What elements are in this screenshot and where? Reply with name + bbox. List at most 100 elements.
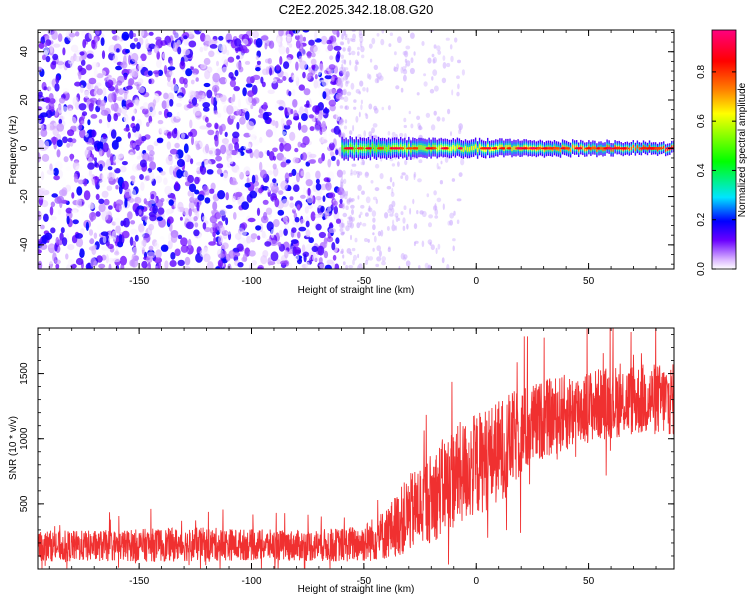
heatmap-cell bbox=[202, 102, 211, 108]
heatmap-cell bbox=[114, 84, 119, 92]
heatmap-cell bbox=[285, 221, 289, 230]
heatmap-cell bbox=[143, 170, 150, 176]
heatmap-cell bbox=[80, 59, 86, 66]
heatmap-cell bbox=[371, 210, 377, 217]
heatmap-cell bbox=[168, 199, 174, 206]
heatmap-cell bbox=[88, 30, 93, 39]
heatmap-cell bbox=[351, 163, 357, 167]
heatmap-cell bbox=[286, 119, 292, 126]
heatmap-cell bbox=[47, 244, 55, 248]
heatmap-cell bbox=[328, 132, 335, 138]
heatmap-cell bbox=[328, 142, 335, 151]
heatmap-cell bbox=[138, 223, 145, 233]
heatmap-cell bbox=[349, 143, 351, 150]
heatmap-cell bbox=[263, 111, 269, 121]
colorbar-tick-label: 0.0 bbox=[696, 262, 707, 276]
heatmap-cell bbox=[125, 49, 130, 54]
heatmap-cell bbox=[331, 261, 336, 269]
heatmap-cell bbox=[236, 121, 240, 130]
heatmap-cell bbox=[453, 210, 456, 216]
heatmap-cell bbox=[381, 106, 385, 111]
heatmap-cell bbox=[272, 178, 277, 184]
heatmap-cell bbox=[432, 147, 437, 150]
heatmap-cell bbox=[353, 254, 357, 261]
heatmap-cell bbox=[371, 143, 374, 149]
heatmap-cell bbox=[40, 36, 46, 45]
heatmap-cell bbox=[648, 145, 651, 149]
heatmap-cell bbox=[344, 105, 350, 110]
heatmap-cell bbox=[596, 148, 598, 152]
heatmap-cell bbox=[419, 210, 424, 215]
heatmap-cell bbox=[423, 81, 428, 87]
heatmap-cell bbox=[426, 193, 430, 198]
heatmap-cell bbox=[343, 125, 348, 130]
heatmap-cell bbox=[376, 245, 382, 252]
heatmap-cell bbox=[277, 209, 285, 216]
heatmap-cell bbox=[391, 224, 396, 232]
heatmap-cell bbox=[403, 205, 407, 210]
heatmap-cell bbox=[457, 147, 464, 150]
heatmap-cell bbox=[368, 103, 373, 110]
heatmap-cell bbox=[160, 170, 166, 176]
heatmap-cell bbox=[132, 240, 136, 247]
heatmap-cell bbox=[69, 32, 76, 38]
heatmap-cell bbox=[95, 30, 100, 35]
heatmap-cell bbox=[174, 142, 180, 149]
heatmap-cell bbox=[329, 151, 335, 157]
heatmap-cell bbox=[338, 70, 344, 77]
heatmap-cell bbox=[283, 124, 291, 130]
heatmap-cell bbox=[109, 153, 114, 163]
heatmap-cell bbox=[169, 148, 178, 155]
heatmap-cell bbox=[361, 190, 365, 195]
heatmap-cell bbox=[346, 91, 352, 96]
heatmap-cell bbox=[606, 147, 615, 150]
heatmap-cell bbox=[53, 43, 61, 48]
heatmap-cell bbox=[147, 51, 152, 56]
heatmap-cell bbox=[381, 256, 387, 262]
heatmap-cell bbox=[349, 215, 353, 222]
heatmap-cell bbox=[290, 239, 299, 245]
heatmap-cell bbox=[200, 63, 207, 70]
heatmap-cell bbox=[45, 55, 51, 63]
heatmap-cell bbox=[88, 169, 93, 177]
heatmap-cell bbox=[363, 130, 367, 138]
heatmap-cell bbox=[373, 235, 377, 243]
heatmap-cell bbox=[100, 37, 105, 46]
heatmap-cell bbox=[44, 42, 48, 48]
heatmap-cell bbox=[137, 78, 144, 85]
heatmap-cell bbox=[249, 190, 258, 199]
heatmap-cell bbox=[336, 169, 343, 178]
heatmap-cell bbox=[239, 116, 246, 125]
heatmap-cell bbox=[634, 147, 637, 151]
heatmap-cell bbox=[228, 143, 234, 152]
heatmap-cell bbox=[308, 114, 314, 119]
heatmap-cell bbox=[167, 239, 173, 250]
heatmap-cell bbox=[299, 34, 304, 44]
heatmap-cell bbox=[291, 227, 297, 234]
heatmap-cell bbox=[222, 242, 229, 250]
heatmap-cell bbox=[98, 198, 105, 204]
heatmap-cell bbox=[40, 187, 46, 197]
heatmap-cell bbox=[118, 234, 123, 244]
heatmap-cell bbox=[166, 141, 171, 150]
heatmap-cell bbox=[237, 200, 242, 206]
heatmap-cell bbox=[340, 42, 344, 46]
heatmap-cell bbox=[194, 176, 200, 185]
heatmap-cell bbox=[75, 198, 82, 208]
heatmap-cell bbox=[162, 52, 168, 60]
heatmap-cell bbox=[331, 155, 336, 161]
heatmap-cell bbox=[75, 237, 84, 248]
heatmap-cell bbox=[121, 98, 127, 109]
heatmap-cell bbox=[237, 210, 246, 218]
heatmap-cell bbox=[458, 172, 463, 178]
heatmap-cell bbox=[297, 122, 302, 131]
heatmap-cell bbox=[199, 46, 204, 53]
heatmap-cell bbox=[376, 76, 380, 84]
heatmap-cell bbox=[374, 187, 380, 192]
heatmap-cell bbox=[437, 243, 441, 250]
heatmap-cell bbox=[166, 111, 173, 118]
heatmap-cell bbox=[345, 265, 348, 269]
heatmap-cell bbox=[432, 205, 438, 211]
heatmap-cell bbox=[445, 37, 450, 41]
heatmap-cell bbox=[348, 197, 352, 203]
